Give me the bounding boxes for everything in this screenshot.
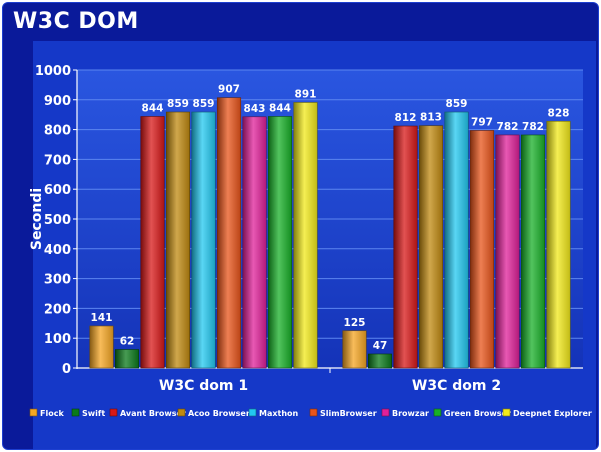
legend-label: SlimBrowser — [320, 409, 377, 418]
data-label: 891 — [295, 88, 317, 100]
data-label: 907 — [218, 84, 240, 96]
data-label: 812 — [395, 112, 417, 124]
legend-swatch — [29, 408, 38, 417]
legend-swatch — [248, 408, 257, 417]
bar-slimbrowser — [469, 130, 495, 369]
bar-browzar — [242, 116, 267, 369]
legend-swatch — [71, 408, 80, 417]
y-tick-label: 900 — [44, 94, 71, 109]
data-label: 859 — [193, 98, 215, 110]
x-category-label: W3C dom 1 — [159, 378, 248, 394]
bar-green-browser — [520, 134, 546, 369]
y-tick-label: 700 — [44, 153, 71, 168]
y-tick-label: 300 — [44, 273, 71, 288]
data-label: 782 — [497, 121, 519, 133]
bar-deepnet-explorer — [546, 120, 571, 369]
legend-label: Browzar — [392, 409, 429, 418]
bar-swift — [114, 349, 140, 369]
legend-label: Green Browser — [444, 409, 511, 418]
bar-avant-browser — [140, 116, 165, 369]
legend-label: Swift — [82, 409, 105, 418]
y-tick-label: 500 — [44, 213, 71, 228]
chart-title: W3C DOM — [13, 9, 139, 34]
bar-green-browser — [267, 116, 293, 369]
data-label: 859 — [446, 98, 468, 110]
data-label: 782 — [522, 121, 544, 133]
y-tick-label: 400 — [44, 243, 71, 258]
data-label: 859 — [167, 98, 189, 110]
legend-swatch — [177, 408, 186, 417]
bar-flock — [342, 330, 367, 369]
bar-browzar — [495, 134, 520, 369]
data-label: 844 — [142, 102, 164, 114]
bars — [89, 97, 571, 369]
bar-flock — [89, 325, 114, 369]
legend-swatch — [381, 408, 390, 417]
data-label: 62 — [120, 336, 135, 348]
legend-label: Avant Browser — [120, 409, 186, 418]
data-label: 47 — [373, 340, 388, 352]
legend-label: Maxthon — [259, 409, 299, 418]
data-label: 813 — [420, 112, 442, 124]
data-label: 141 — [91, 312, 113, 324]
legend-label: Deepnet Explorer — [513, 409, 592, 418]
data-label: 843 — [244, 103, 266, 115]
bar-avant-browser — [393, 125, 418, 369]
bar-acoo-browser — [418, 125, 444, 369]
y-tick-label: 0 — [62, 362, 71, 377]
bar-slimbrowser — [216, 97, 242, 369]
legend-label: Acoo Browser — [188, 409, 250, 418]
data-label: 125 — [344, 317, 366, 329]
bar-maxthon — [444, 111, 469, 369]
y-axis-title: Secondi — [29, 188, 45, 250]
legend-swatch — [433, 408, 442, 417]
legend-swatch — [109, 408, 118, 417]
data-label: 844 — [269, 102, 291, 114]
y-tick-label: 600 — [44, 183, 71, 198]
y-tick-label: 100 — [44, 332, 71, 347]
legend-swatch — [309, 408, 318, 417]
x-category-label: W3C dom 2 — [412, 378, 501, 394]
legend-label: Flock — [40, 409, 64, 418]
bar-swift — [367, 353, 393, 369]
bar-maxthon — [191, 111, 216, 369]
bar-acoo-browser — [165, 111, 191, 369]
axes: 0 100 200 300 400 500 600 700 800 900 1000 Secondi W… — [29, 64, 583, 394]
y-tick-label: 800 — [44, 124, 71, 139]
legend: Flock Swift Avant Browser Acoo Browser Maxth… — [29, 408, 592, 418]
bar-chart: 0 100 200 300 400 500 600 700 800 900 1000 Secondi W… — [29, 41, 596, 449]
data-label: 797 — [471, 116, 493, 128]
data-label: 828 — [548, 107, 570, 119]
bar-deepnet-explorer — [293, 102, 318, 369]
y-tick-label: 200 — [44, 302, 71, 317]
y-tick-label: 1000 — [35, 64, 71, 79]
legend-swatch — [502, 408, 511, 417]
